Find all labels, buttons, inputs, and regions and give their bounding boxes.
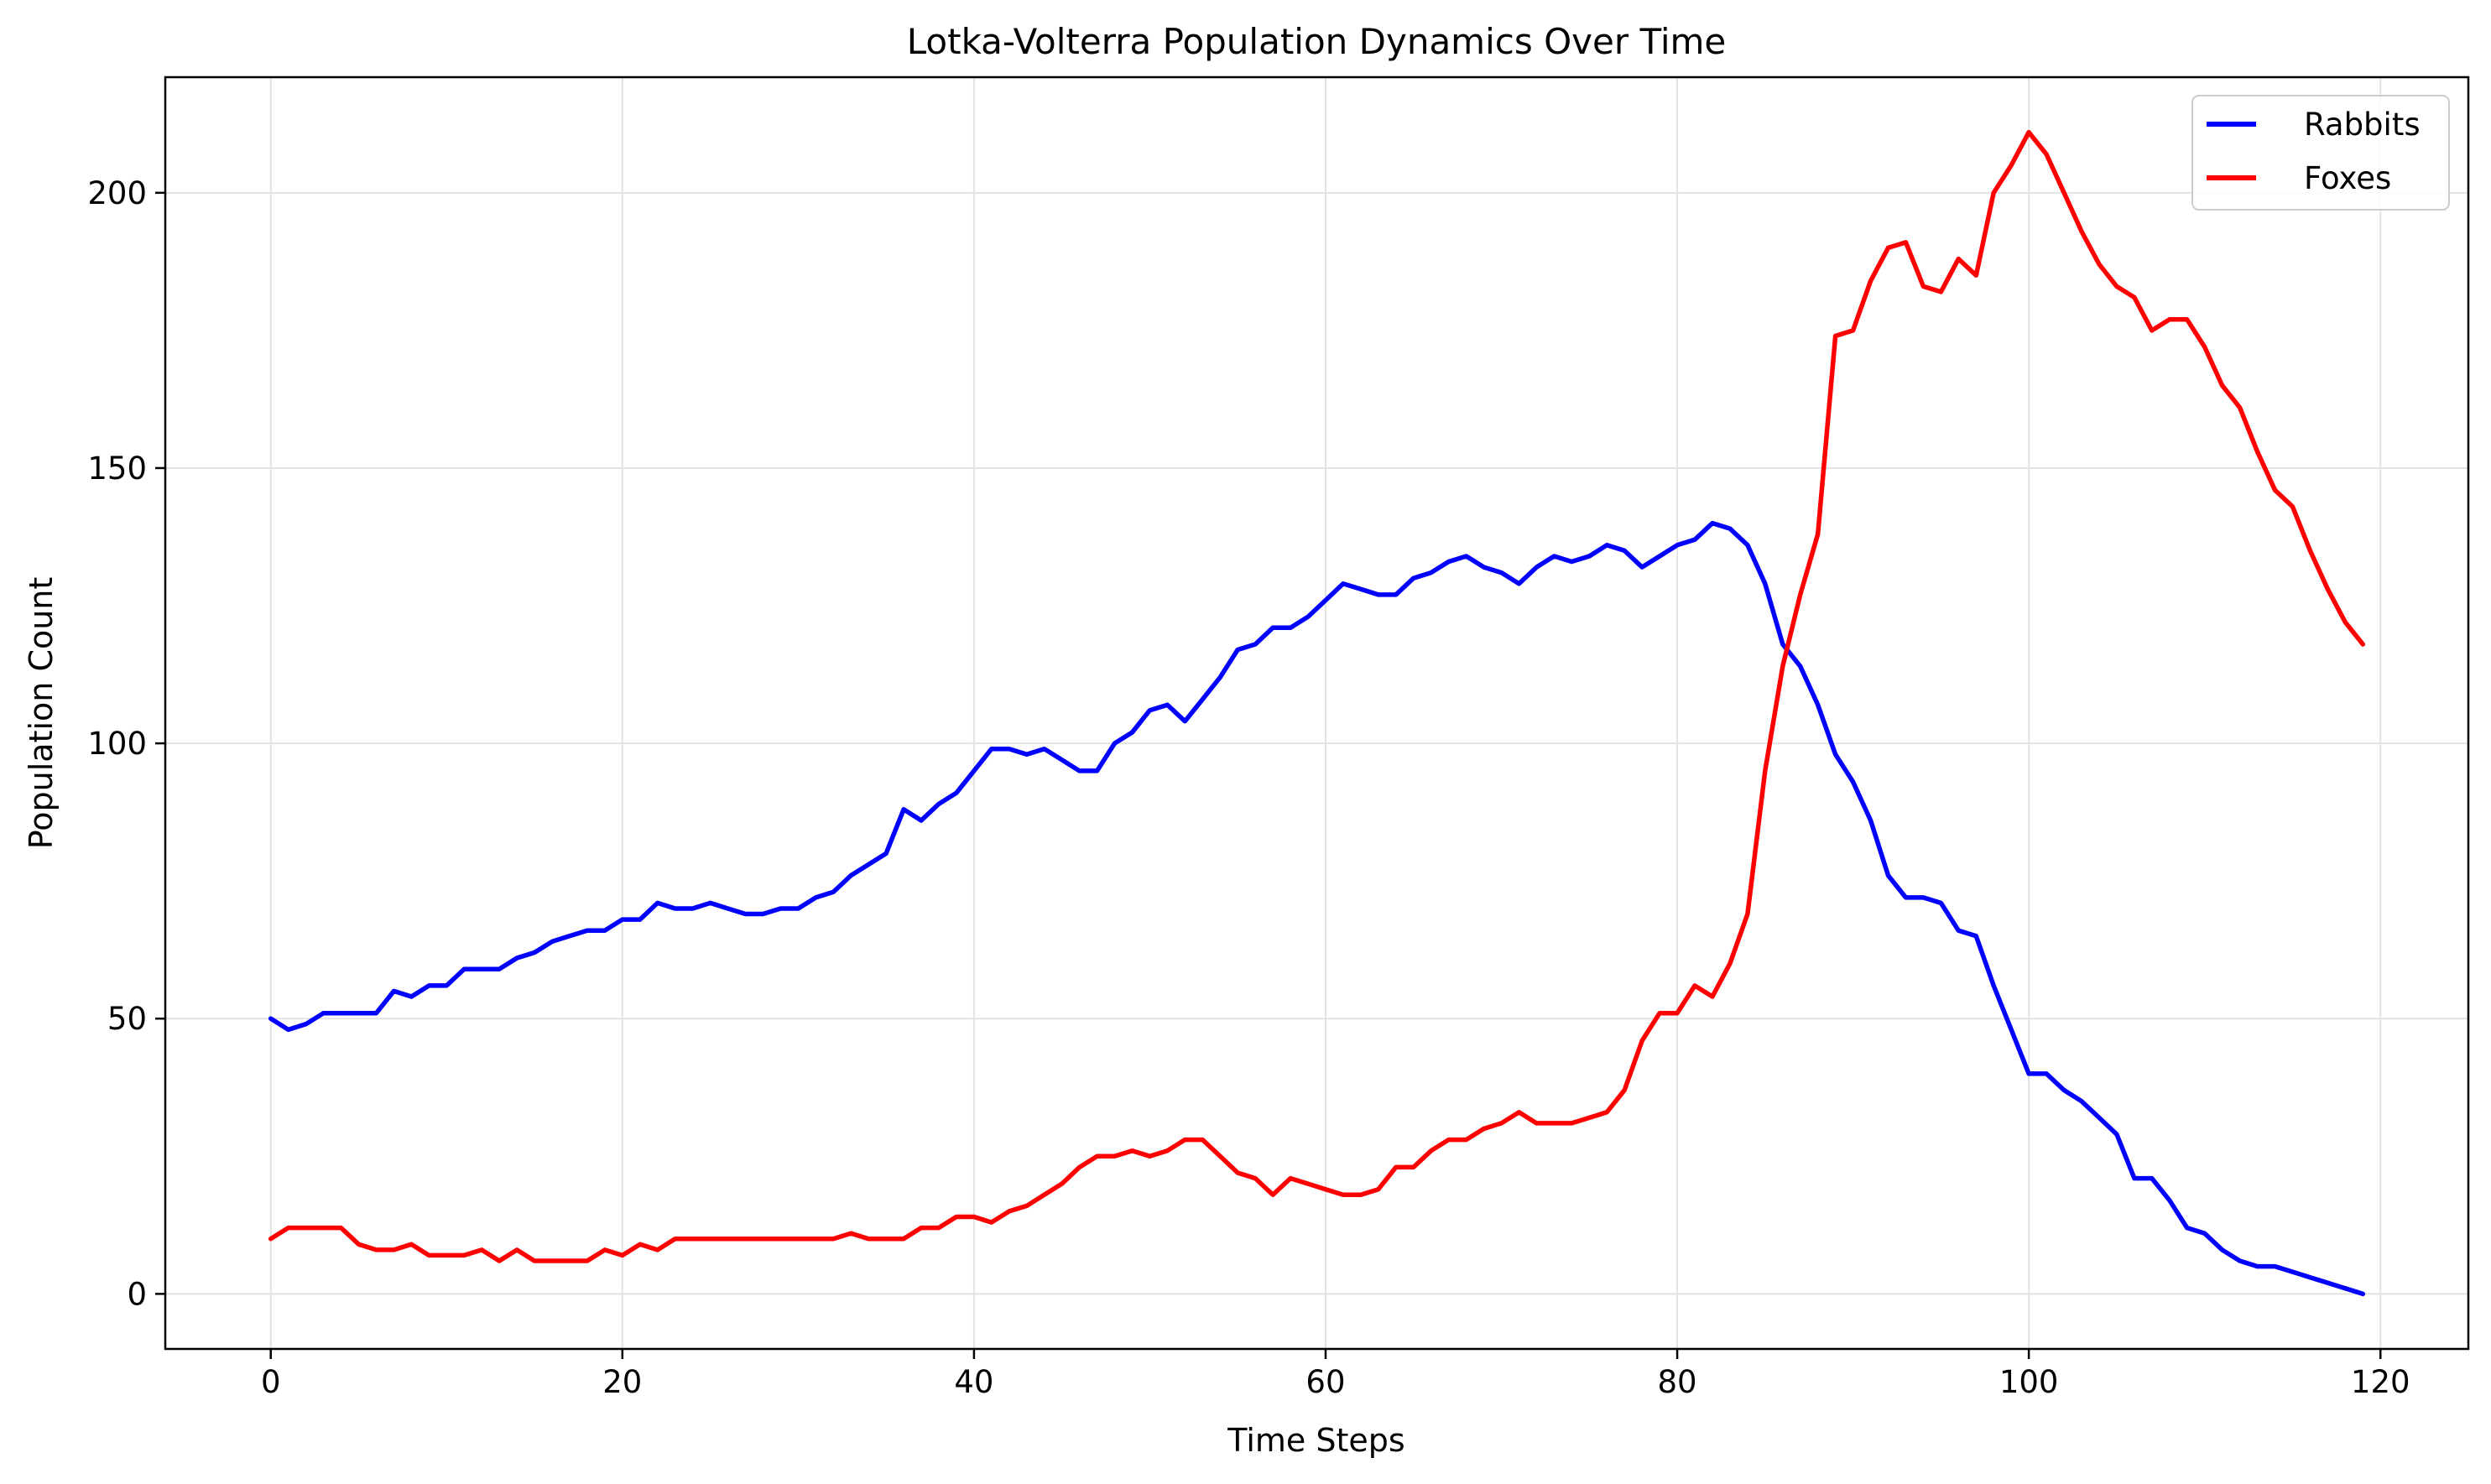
y-tick-label: 200: [87, 175, 147, 211]
plot-frame: [164, 76, 2470, 1351]
x-tick-label: 100: [1999, 1364, 2059, 1400]
series-layer: [268, 129, 2366, 1297]
series-line-rabbits: [268, 520, 2366, 1297]
x-tick-label: 20: [602, 1364, 642, 1400]
tick-layer: 0 20 40 60 80 100 120 0 50 100 150 200: [87, 175, 2410, 1400]
y-axis-label: Population Count: [23, 577, 60, 850]
series-line-foxes: [268, 129, 2366, 1263]
x-tick-label: 40: [954, 1364, 993, 1400]
x-tick-label: 0: [261, 1364, 281, 1400]
legend-box: [2191, 95, 2450, 211]
grid-layer: [165, 77, 2468, 1349]
chart-title: Lotka-Volterra Population Dynamics Over …: [907, 21, 1727, 62]
y-tick-label: 150: [87, 450, 147, 487]
y-tick-label: 100: [87, 726, 147, 762]
x-tick-label: 80: [1658, 1364, 1697, 1400]
x-axis-label: Time Steps: [1227, 1422, 1404, 1459]
legend: Rabbits Foxes: [2191, 95, 2450, 211]
legend-label-rabbits: Rabbits: [2304, 107, 2421, 143]
x-tick-label: 120: [2351, 1364, 2410, 1400]
y-tick-label: 50: [107, 1001, 147, 1037]
legend-label-foxes: Foxes: [2304, 160, 2391, 196]
y-tick-label: 0: [127, 1276, 147, 1312]
x-tick-label: 60: [1305, 1364, 1345, 1400]
